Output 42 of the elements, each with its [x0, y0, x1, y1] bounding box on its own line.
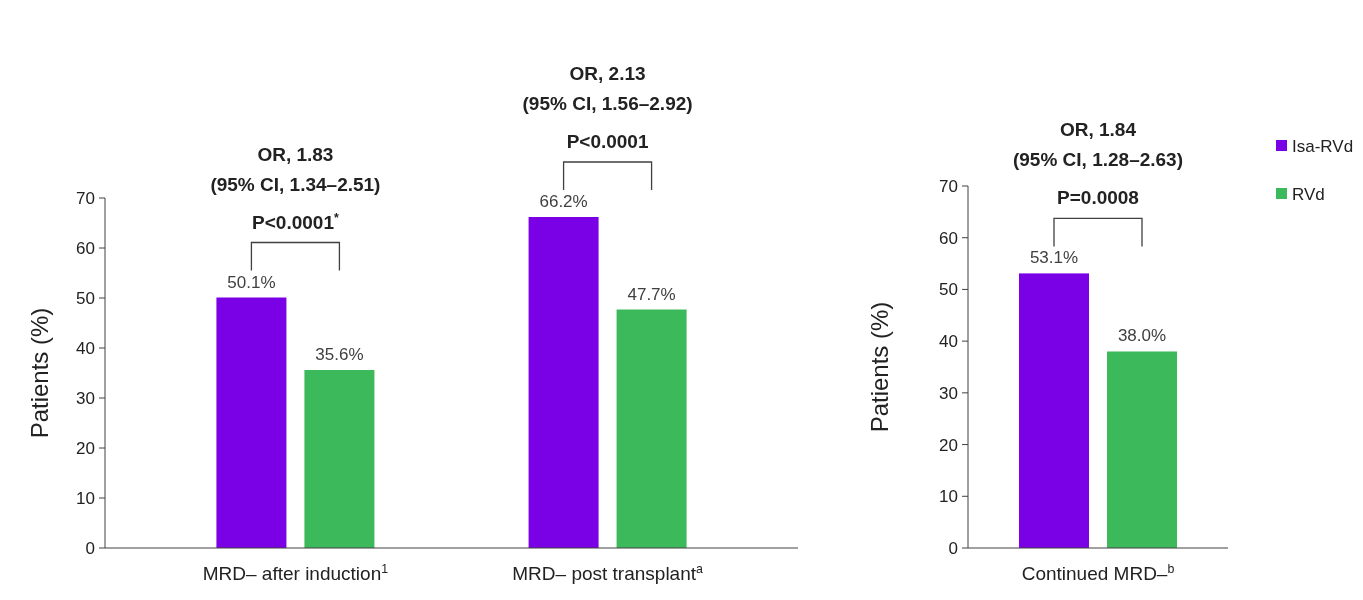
y-tick-label: 20 [76, 438, 95, 458]
text: P<0.0001 [566, 131, 649, 152]
text: (95% CI, 1.56–2.92) [522, 93, 693, 114]
y-tick-label: 0 [85, 538, 95, 558]
y-axis-title: Patients (%) [26, 307, 53, 439]
legend-label: RVd [1292, 184, 1325, 204]
text: (95% CI, 1.34–2.51) [210, 173, 381, 195]
y-tick-label: 0 [948, 538, 958, 558]
y-tick-label: 50 [939, 280, 958, 300]
y-tick-label: 60 [939, 228, 958, 248]
bar [616, 309, 687, 548]
data-label: 66.2% [539, 192, 588, 211]
bar [216, 297, 287, 548]
y-tick-label: 50 [76, 288, 95, 308]
data-label: 38.0% [1117, 326, 1167, 346]
bar [304, 370, 375, 548]
y-axis-title: Patients (%) [866, 301, 893, 433]
y-tick-label: 10 [76, 488, 95, 508]
legend-label: Isa-RVd [1292, 136, 1354, 156]
annotation: P<0.0001$^{*}$ [252, 210, 339, 233]
y-tick-label: 70 [76, 188, 95, 208]
y-tick-label: 10 [939, 487, 958, 507]
data-label: 53.1% [1029, 248, 1079, 268]
data-label: 47.7% [627, 284, 676, 304]
data-label: 50.1% [227, 272, 276, 292]
data-label: 35.6% [315, 345, 364, 364]
y-tick-label: 30 [76, 388, 95, 408]
text: OR, 1.84 [1059, 119, 1137, 141]
y-tick-label: 60 [76, 238, 95, 258]
x-tick-label: MRD– after induction$^{1}$ [202, 562, 389, 584]
y-tick-label: 70 [939, 176, 958, 196]
text: OR, 1.83 [257, 143, 334, 165]
text: OR, 2.13 [569, 63, 646, 84]
y-tick-label: 40 [939, 332, 958, 352]
y-tick-label: 40 [76, 338, 95, 358]
x-tick-label: Continued MRD–$^{b}$ [1021, 562, 1175, 584]
y-tick-label: 20 [939, 435, 958, 455]
bar [528, 217, 599, 548]
text: (95% CI, 1.28–2.63) [1012, 149, 1184, 171]
y-tick-label: 30 [939, 383, 958, 403]
annotation: P=0.0008 [1057, 187, 1139, 209]
x-tick-label: MRD– post transplant$^{a}$ [512, 562, 704, 584]
